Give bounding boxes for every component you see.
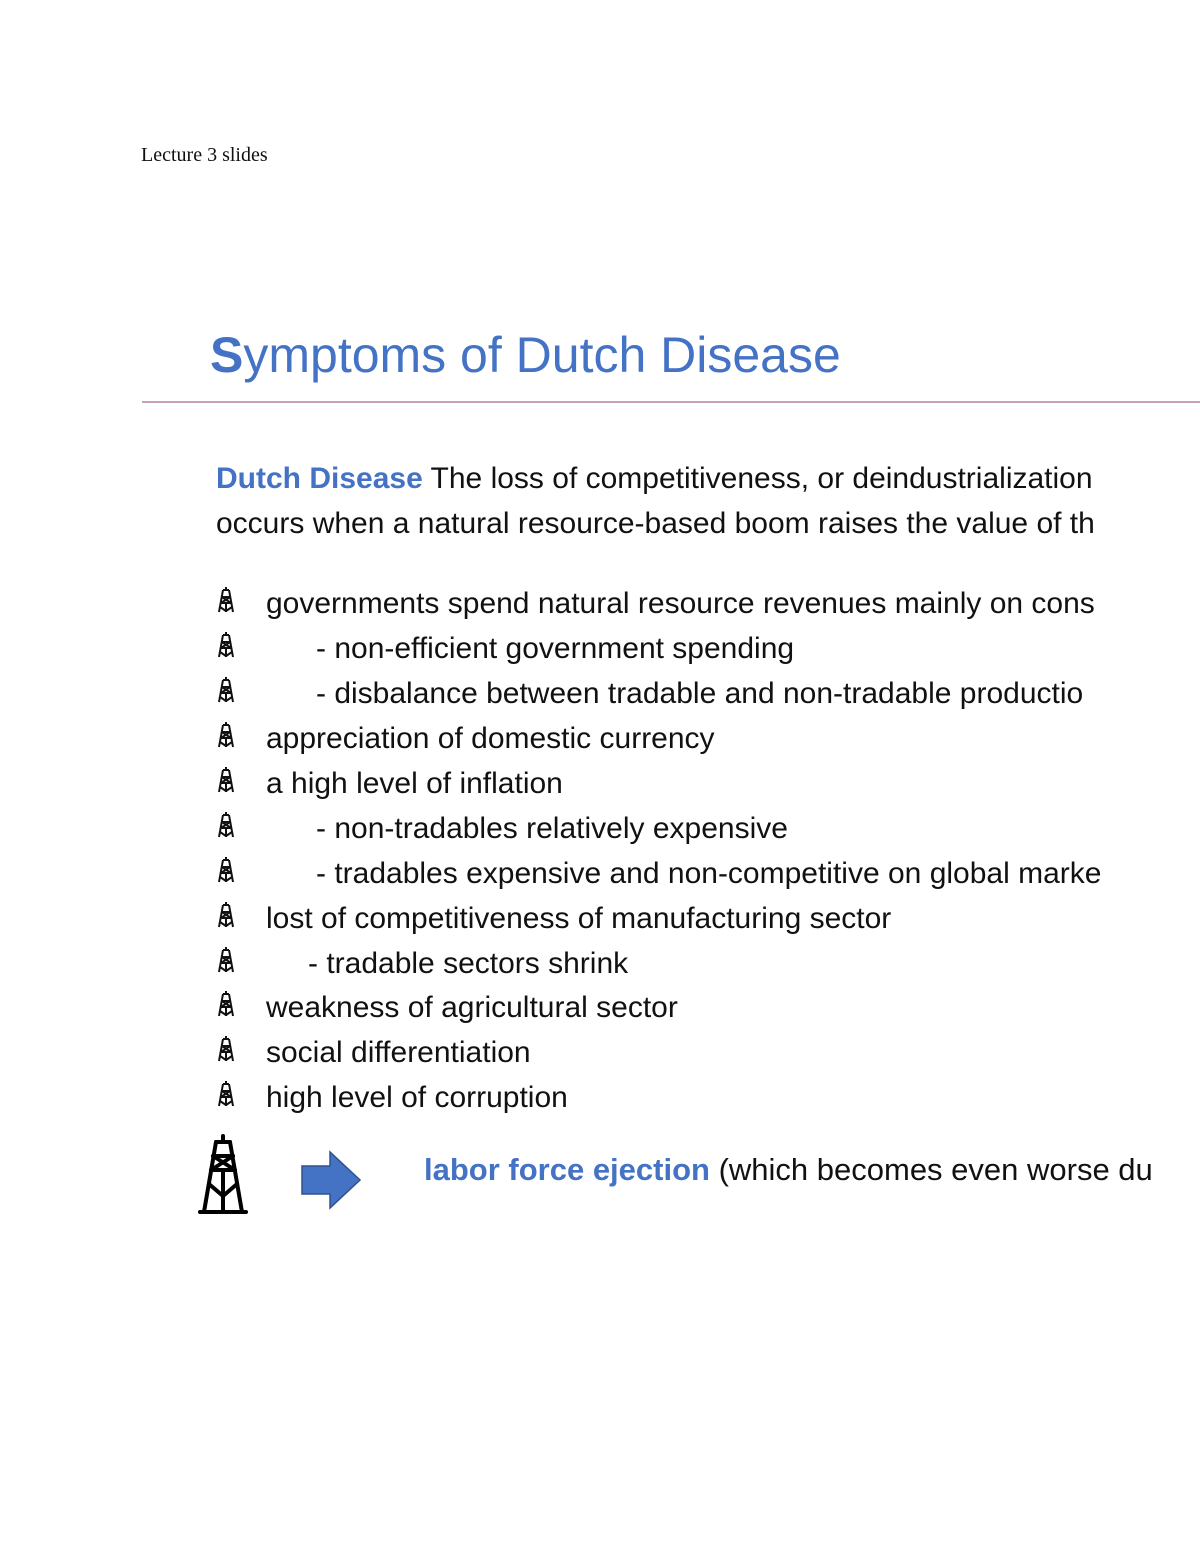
list-item: appreciation of domestic currency <box>216 717 1200 762</box>
list-item: lost of competitiveness of manufacturing… <box>216 896 1200 941</box>
oil-rig-icon <box>216 856 266 892</box>
list-item: a high level of inflation <box>216 762 1200 807</box>
definition-line2: occurs when a natural resource-based boo… <box>216 507 1095 540</box>
conclusion-text: labor force ejection (which becomes even… <box>424 1150 1153 1190</box>
symptom-list: governments spend natural resource reven… <box>216 582 1200 1121</box>
oil-rig-icon <box>198 1134 248 1214</box>
oil-rig-icon <box>216 586 266 622</box>
list-item-text: a high level of inflation <box>266 767 563 800</box>
list-item-text: - tradable sectors shrink <box>308 946 629 980</box>
oil-rig-icon <box>216 1035 266 1071</box>
list-item: - non-efficient government spending <box>216 627 1200 672</box>
title-initial: S <box>210 327 244 383</box>
list-item: high level of corruption <box>216 1076 1200 1121</box>
list-item: - tradable sectors shrink <box>216 941 1200 986</box>
title-divider <box>142 401 1200 403</box>
list-item-text: - tradables expensive and non-competitiv… <box>316 856 1102 890</box>
list-item: - tradables expensive and non-competitiv… <box>216 851 1200 896</box>
oil-rig-icon <box>216 1080 266 1116</box>
oil-rig-icon <box>216 811 266 847</box>
title-rest: ymptoms of Dutch Disease <box>243 327 841 383</box>
oil-rig-icon <box>216 766 266 802</box>
oil-rig-icon <box>216 990 266 1026</box>
list-item-text: - disbalance between tradable and non-tr… <box>316 677 1084 711</box>
oil-rig-icon <box>216 631 266 667</box>
list-item: governments spend natural resource reven… <box>216 582 1200 627</box>
list-item-text: weakness of agricultural sector <box>266 991 678 1025</box>
list-item: - disbalance between tradable and non-tr… <box>216 672 1200 717</box>
definition: Dutch Disease The loss of competitivenes… <box>216 456 1200 546</box>
list-item-text: social differentiation <box>266 1036 531 1070</box>
list-item-text: lost of competitiveness of manufacturing… <box>266 901 892 935</box>
oil-rig-icon <box>216 676 266 712</box>
list-item: social differentiation <box>216 1031 1200 1076</box>
page-header: Lecture 3 slides <box>141 144 268 166</box>
list-item-text: appreciation of domestic currency <box>266 722 715 756</box>
slide-title: Symptoms of Dutch Disease <box>210 326 841 384</box>
conclusion-rest: (which becomes even worse du <box>709 1152 1153 1187</box>
right-arrow-icon <box>301 1150 362 1210</box>
list-item: - non-tradables relatively expensive <box>216 806 1200 851</box>
definition-term: Dutch Disease <box>216 462 423 495</box>
oil-rig-icon <box>216 721 266 757</box>
conclusion-term: labor force ejection <box>424 1152 710 1187</box>
conclusion-row: labor force ejection (which becomes even… <box>198 1134 1200 1218</box>
list-item-text: high level of corruption <box>266 1081 568 1115</box>
list-item-text: governments spend natural resource reven… <box>266 587 1095 621</box>
oil-rig-icon <box>216 901 266 937</box>
list-item-text: - non-efficient government spending <box>316 632 795 666</box>
list-item-text: - non-tradables relatively expensive <box>316 811 788 845</box>
list-item: weakness of agricultural sector <box>216 986 1200 1031</box>
oil-rig-icon <box>216 946 266 982</box>
definition-line1: The loss of competitiveness, or deindust… <box>422 462 1093 495</box>
